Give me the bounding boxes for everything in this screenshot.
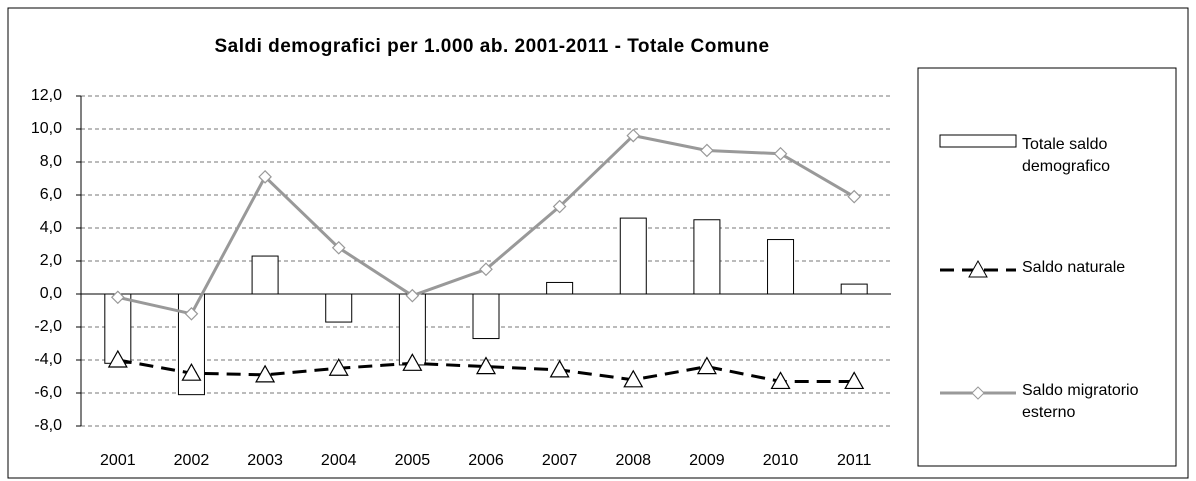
y-tick-label: 0,0 <box>40 285 62 302</box>
x-tick-label: 2008 <box>615 452 651 469</box>
bar <box>251 255 279 295</box>
bar <box>767 239 795 295</box>
y-tick-label: 10,0 <box>31 120 62 137</box>
y-tick-label: -4,0 <box>34 351 62 368</box>
bar <box>619 217 647 295</box>
point-marker <box>328 358 349 376</box>
x-tick-label: 2004 <box>321 452 357 469</box>
point-marker <box>258 170 272 184</box>
x-tick-label: 2011 <box>837 452 872 469</box>
x-tick-label: 2009 <box>689 452 725 469</box>
point-marker <box>552 199 567 214</box>
x-tick-label: 2010 <box>763 452 799 469</box>
x-tick-label: 2001 <box>100 452 136 469</box>
point-marker <box>479 262 493 277</box>
legend-marker <box>968 259 988 278</box>
legend-label: Saldo naturale <box>1022 259 1126 276</box>
point-marker <box>623 369 644 388</box>
point-marker <box>110 290 125 305</box>
point-marker <box>331 240 346 255</box>
bar <box>472 293 500 340</box>
bar <box>546 281 574 295</box>
point-marker <box>549 359 570 378</box>
x-tick-label: 2003 <box>247 452 283 469</box>
point-marker <box>696 356 717 375</box>
point-marker <box>402 353 423 371</box>
point-marker <box>770 371 791 390</box>
y-tick-label: -6,0 <box>34 384 62 401</box>
y-tick-label: 12,0 <box>31 87 62 104</box>
y-tick-label: 4,0 <box>40 219 62 236</box>
chart-title: Saldi demografici per 1.000 ab. 2001-201… <box>214 36 769 57</box>
point-marker <box>184 306 199 321</box>
legend-marker <box>971 386 985 400</box>
y-tick-label: 6,0 <box>40 186 62 203</box>
x-tick-label: 2005 <box>395 452 431 469</box>
legend-swatch <box>939 134 1017 148</box>
point-marker <box>626 128 641 143</box>
x-tick-label: 2002 <box>174 452 210 469</box>
point-marker <box>844 371 865 390</box>
bar <box>693 219 721 295</box>
line <box>117 358 855 383</box>
y-tick-label: -8,0 <box>34 417 62 434</box>
x-tick-label: 2007 <box>542 452 578 469</box>
legend-box <box>917 67 1177 467</box>
legend-label: Saldo migratorio esterno <box>1022 382 1139 421</box>
bar <box>840 283 868 295</box>
point-marker <box>773 146 788 161</box>
y-tick-label: 2,0 <box>40 252 62 269</box>
point-marker <box>107 349 128 368</box>
point-marker <box>181 362 202 381</box>
point-marker <box>700 143 714 158</box>
x-tick-label: 2006 <box>468 452 504 469</box>
y-tick-label: 8,0 <box>40 153 62 170</box>
y-tick-label: -2,0 <box>34 318 62 335</box>
point-marker <box>847 189 862 204</box>
point-marker <box>405 288 420 303</box>
chart-border <box>7 7 1189 479</box>
bar <box>325 293 353 323</box>
legend-label: Totale saldo demografico <box>1022 136 1111 175</box>
point-marker <box>475 356 497 375</box>
point-marker <box>255 364 276 383</box>
